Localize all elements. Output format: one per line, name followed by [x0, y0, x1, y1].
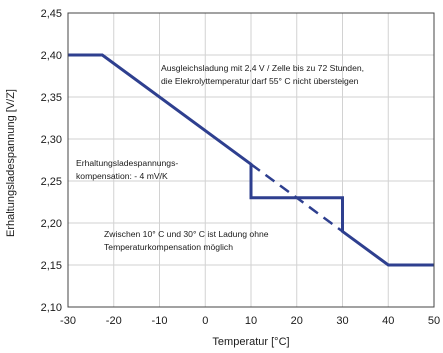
x-axis-title: Temperatur [°C]: [212, 336, 289, 348]
annotation-equalizing-line-1: Ausgleichsladung mit 2,4 V / Zelle bis z…: [161, 63, 364, 73]
y-tick-label: 2,20: [41, 218, 62, 230]
x-tick-label: 10: [245, 315, 257, 327]
plot-frame: [67, 12, 435, 308]
y-tick-label: 2,40: [41, 50, 62, 62]
y-tick-label: 2,35: [41, 92, 62, 104]
y-tick-label: 2,45: [41, 8, 62, 20]
annotation-equalizing-charge: Ausgleichsladung mit 2,4 V / Zelle bis z…: [161, 63, 364, 86]
x-tick-label: -20: [106, 315, 122, 327]
annotation-no-compensation: Zwischen 10° C und 30° C ist Ladung ohne…: [104, 229, 269, 252]
x-tick-label: 0: [202, 315, 208, 327]
x-axis-ticks: -30 -20 -10 0 10 20 30 40 50: [60, 315, 440, 327]
x-tick-label: 30: [336, 315, 348, 327]
x-tick-label: -10: [152, 315, 168, 327]
x-tick-label: 20: [291, 315, 303, 327]
annotation-compensation-line-2: kompensation: - 4 mV/K: [76, 171, 168, 181]
annotation-no-compensation-line-2: Temperaturkompensation möglich: [104, 242, 233, 252]
grid: [68, 13, 434, 307]
y-axis-title: Erhaltungsladespannung [V/Z]: [5, 89, 17, 237]
annotation-no-compensation-line-1: Zwischen 10° C und 30° C ist Ladung ohne: [104, 229, 269, 239]
y-axis-ticks: 2,10 2,15 2,20 2,25 2,30 2,35 2,40 2,45: [41, 8, 62, 314]
y-tick-label: 2,30: [41, 134, 62, 146]
series-lines: [68, 53, 434, 267]
annotation-compensation: Erhaltungsladespannungs- kompensation: -…: [76, 158, 178, 181]
x-tick-label: 50: [428, 315, 440, 327]
x-tick-label: 40: [382, 315, 394, 327]
annotation-compensation-line-1: Erhaltungsladespannungs-: [76, 158, 178, 168]
y-tick-label: 2,10: [41, 302, 62, 314]
annotation-equalizing-line-2: die Elekrolyttemperatur darf 55° C nicht…: [161, 76, 359, 86]
y-tick-label: 2,25: [41, 176, 62, 188]
y-tick-label: 2,15: [41, 260, 62, 272]
x-tick-label: -30: [60, 315, 76, 327]
series-line-dashed: [250, 163, 344, 233]
